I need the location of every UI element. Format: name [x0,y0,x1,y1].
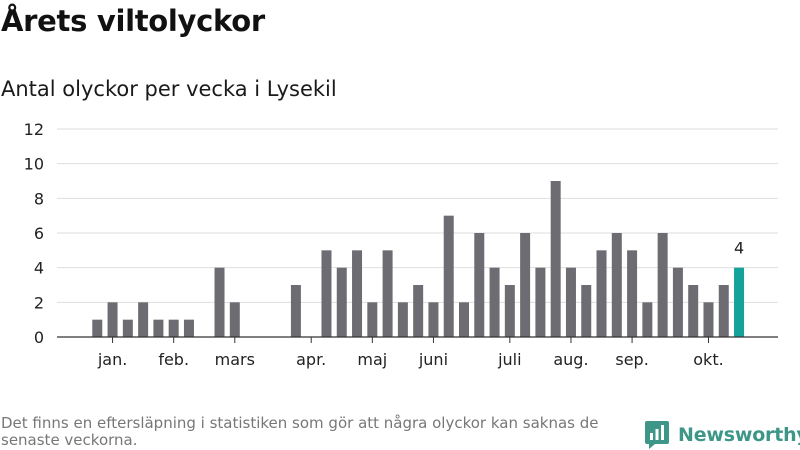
x-tick-label-juni: juni [418,350,448,369]
y-axis-ticks: 0 2 4 6 8 10 12 [24,120,44,347]
bar-week-21 [382,250,393,337]
bar-current-week [734,267,745,337]
bar-week-32 [550,181,561,337]
bar-week-41 [688,285,699,337]
bar-week-25 [443,215,454,337]
x-tick-label-juli: juli [497,350,521,369]
x-tick-label-feb: feb. [158,350,189,369]
y-tick-label: 6 [34,224,44,243]
bar-week-20 [367,302,378,337]
brand-logo[interactable]: Newsworthy [644,420,800,450]
bar-week-23 [413,285,424,337]
bars [92,181,745,337]
bar-week-42 [703,302,714,337]
bar-week-4 [122,319,133,337]
bar-week-27 [474,233,485,337]
x-tick-label-maj: maj [357,350,387,369]
y-tick-label: 2 [34,293,44,312]
bar-week-18 [336,267,347,337]
bar-week-35 [596,250,607,337]
bar-week-34 [581,285,592,337]
bar-week-28 [489,267,500,337]
bar-week-6 [153,319,164,337]
brand-name: Newsworthy [678,424,800,446]
bar-week-37 [627,250,638,337]
bar-week-5 [138,302,149,337]
bar-week-24 [428,302,439,337]
bar-week-26 [459,302,469,337]
bar-week-36 [611,233,622,337]
y-tick-label: 8 [34,189,44,208]
gridlines [57,128,778,303]
x-tick-label-apr: apr. [296,350,326,369]
bar-week-33 [565,267,576,337]
bar-week-3 [107,302,118,337]
bar-week-17 [321,250,332,337]
chart-title: Årets viltolyckor [1,4,265,38]
y-tick-label: 0 [34,328,44,347]
x-tick-label-mars: mars [215,350,255,369]
x-tick-label-sep: sep. [615,350,648,369]
bar-week-2 [92,319,103,337]
y-tick-label: 12 [24,120,44,139]
bar-week-8 [183,319,194,337]
bar-week-10 [214,267,225,337]
bar-week-31 [535,267,546,337]
x-tick-label-aug: aug. [553,350,588,369]
newsworthy-logo-icon [645,421,669,449]
footnote: Det finns en eftersläpning i statistiken… [1,414,599,449]
data-labels: 4 [734,239,744,258]
y-tick-label: 4 [34,259,44,278]
bar-week-22 [397,302,408,337]
bar-week-19 [352,250,363,337]
bar-week-30 [520,233,531,337]
bar-week-29 [504,285,515,337]
y-tick-label: 10 [24,155,44,174]
bar-week-40 [672,267,683,337]
x-tick-label-jan: jan. [97,350,127,369]
bar-week-11 [229,302,240,337]
bar-week-15 [290,285,301,337]
bar-chart: 0 2 4 6 8 10 12 4 jan. feb. mars apr. maj juni juli a… [24,120,778,369]
current-week-value-label: 4 [734,239,744,258]
bar-week-7 [168,319,179,337]
x-axis-ticks: jan. feb. mars apr. maj juni juli aug. sep. okt. [57,336,778,369]
x-tick-label-okt: okt. [693,350,723,369]
bar-week-39 [657,233,668,337]
chart-subtitle: Antal olyckor per vecka i Lysekil [1,77,337,101]
bar-week-38 [642,302,653,337]
bar-week-43 [718,285,729,337]
